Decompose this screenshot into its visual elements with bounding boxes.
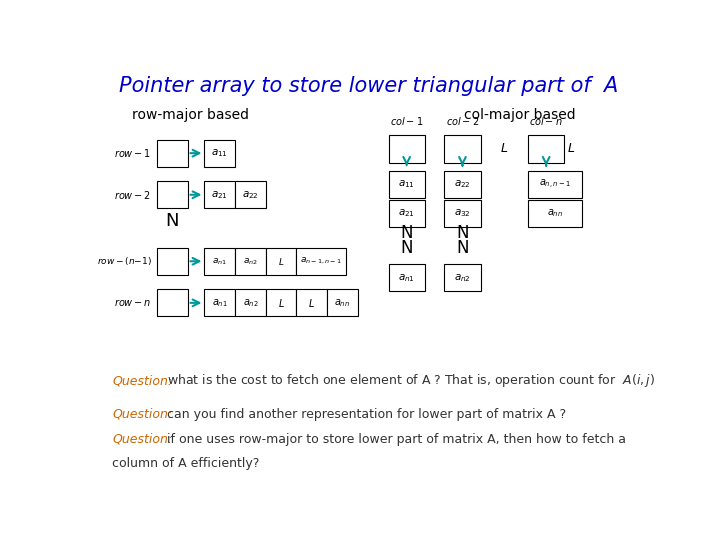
Bar — [528, 171, 582, 198]
Bar — [266, 289, 297, 316]
Bar — [157, 140, 188, 167]
Bar — [327, 289, 358, 316]
Text: can you find another representation for lower part of matrix A ?: can you find another representation for … — [167, 408, 566, 421]
Bar — [444, 136, 481, 163]
Text: $L$: $L$ — [500, 143, 508, 156]
Text: $L$: $L$ — [308, 297, 315, 309]
Text: $a_{11}$: $a_{11}$ — [398, 178, 415, 190]
Text: $a_{n2}$: $a_{n2}$ — [454, 272, 471, 284]
Bar — [444, 200, 481, 227]
Text: $\mathbf{\mathsf{N}}$: $\mathbf{\mathsf{N}}$ — [456, 224, 469, 242]
Text: $a_{11}$: $a_{11}$ — [211, 147, 228, 159]
Text: $a_{n2}$: $a_{n2}$ — [243, 256, 258, 267]
Text: $\mathbf{\mathsf{N}}$: $\mathbf{\mathsf{N}}$ — [166, 212, 179, 230]
Text: Question:: Question: — [112, 408, 173, 421]
Text: $col-1$: $col-1$ — [390, 115, 423, 127]
Text: $a_{n,n-1}$: $a_{n,n-1}$ — [539, 178, 571, 191]
Bar — [297, 248, 346, 275]
Bar — [528, 200, 582, 227]
Text: $\mathbf{\mathsf{N}}$: $\mathbf{\mathsf{N}}$ — [400, 239, 413, 256]
Text: row-major based: row-major based — [132, 107, 249, 122]
Text: Question:: Question: — [112, 433, 173, 446]
Text: $L$: $L$ — [278, 256, 284, 267]
Text: $row-1$: $row-1$ — [114, 147, 151, 159]
Text: $a_{n1}$: $a_{n1}$ — [212, 256, 228, 267]
Text: column of A efficiently?: column of A efficiently? — [112, 457, 260, 470]
Text: $L$: $L$ — [278, 297, 284, 309]
Text: $a_{22}$: $a_{22}$ — [454, 178, 471, 190]
Text: $a_{nn}$: $a_{nn}$ — [547, 207, 563, 219]
Bar — [444, 171, 481, 198]
Bar — [389, 265, 425, 292]
Bar — [235, 181, 266, 208]
Text: col-major based: col-major based — [464, 107, 575, 122]
Text: $a_{n-1,n-1}$: $a_{n-1,n-1}$ — [300, 256, 342, 266]
Text: $\mathbf{\mathsf{N}}$: $\mathbf{\mathsf{N}}$ — [400, 224, 413, 242]
Bar — [235, 289, 266, 316]
Bar — [204, 181, 235, 208]
Bar — [389, 200, 425, 227]
Bar — [157, 248, 188, 275]
Bar — [297, 289, 327, 316]
Bar — [389, 136, 425, 163]
Text: Pointer array to store lower triangular part of  A: Pointer array to store lower triangular … — [120, 76, 618, 96]
Bar — [204, 140, 235, 167]
Bar — [389, 171, 425, 198]
Bar — [266, 248, 297, 275]
Text: if one uses row-major to store lower part of matrix A, then how to fetch a: if one uses row-major to store lower par… — [167, 433, 626, 446]
Text: Question:: Question: — [112, 374, 173, 387]
Text: $a_{21}$: $a_{21}$ — [398, 207, 415, 219]
Bar — [444, 265, 481, 292]
Text: what is the cost to fetch one element of A ? That is, operation count for  $A(i,: what is the cost to fetch one element of… — [167, 372, 655, 389]
Text: $L$: $L$ — [567, 143, 575, 156]
Text: $a_{nn}$: $a_{nn}$ — [334, 297, 351, 309]
Text: $a_{n1}$: $a_{n1}$ — [398, 272, 415, 284]
Bar — [528, 136, 564, 163]
Text: $a_{32}$: $a_{32}$ — [454, 207, 471, 219]
Text: $row-2$: $row-2$ — [114, 189, 151, 201]
Bar — [204, 289, 235, 316]
Text: $\mathbf{\mathsf{N}}$: $\mathbf{\mathsf{N}}$ — [456, 239, 469, 256]
Bar — [157, 289, 188, 316]
Bar — [157, 181, 188, 208]
Bar — [235, 248, 266, 275]
Text: $a_{n1}$: $a_{n1}$ — [212, 297, 228, 309]
Text: $row-(n{-}1)$: $row-(n{-}1)$ — [96, 255, 151, 267]
Text: $a_{21}$: $a_{21}$ — [211, 189, 228, 201]
Text: $a_{n2}$: $a_{n2}$ — [243, 297, 258, 309]
Bar — [204, 248, 235, 275]
Text: $row-n$: $row-n$ — [114, 298, 151, 308]
Text: $col-n$: $col-n$ — [529, 115, 563, 127]
Text: $a_{22}$: $a_{22}$ — [242, 189, 258, 201]
Text: $col-2$: $col-2$ — [446, 115, 479, 127]
